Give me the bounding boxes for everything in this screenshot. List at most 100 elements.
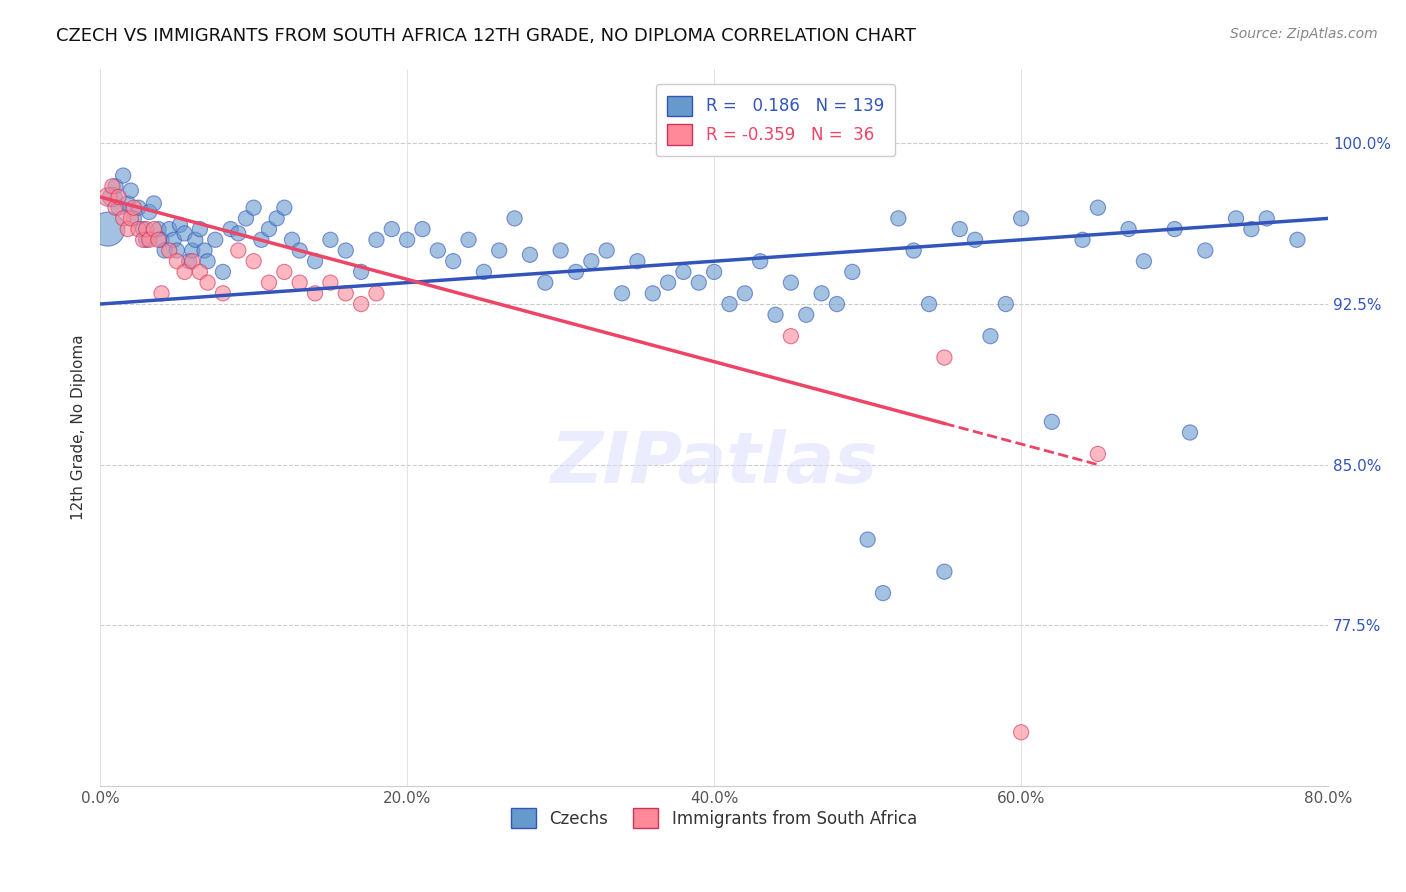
- Point: [169, 218, 191, 232]
- Point: [101, 190, 124, 204]
- Point: [132, 233, 155, 247]
- Point: [226, 244, 249, 258]
- Point: [641, 286, 664, 301]
- Point: [626, 254, 648, 268]
- Point: [396, 233, 419, 247]
- Point: [979, 329, 1001, 343]
- Point: [219, 222, 242, 236]
- Point: [441, 254, 464, 268]
- Point: [780, 276, 803, 290]
- Point: [565, 265, 588, 279]
- Point: [173, 227, 195, 241]
- Text: Source: ZipAtlas.com: Source: ZipAtlas.com: [1230, 27, 1378, 41]
- Point: [122, 211, 145, 226]
- Point: [157, 222, 180, 236]
- Point: [197, 254, 219, 268]
- Point: [1163, 222, 1185, 236]
- Text: ZIPatlas: ZIPatlas: [550, 428, 877, 498]
- Point: [257, 222, 280, 236]
- Point: [117, 196, 139, 211]
- Point: [366, 233, 388, 247]
- Point: [257, 276, 280, 290]
- Point: [581, 254, 603, 268]
- Point: [1071, 233, 1094, 247]
- Point: [1225, 211, 1247, 226]
- Point: [1087, 201, 1109, 215]
- Point: [1040, 415, 1063, 429]
- Point: [472, 265, 495, 279]
- Point: [153, 244, 176, 258]
- Point: [319, 233, 342, 247]
- Point: [1178, 425, 1201, 440]
- Point: [104, 179, 127, 194]
- Point: [142, 196, 165, 211]
- Point: [411, 222, 433, 236]
- Point: [138, 233, 160, 247]
- Point: [841, 265, 863, 279]
- Point: [488, 244, 510, 258]
- Point: [657, 276, 679, 290]
- Point: [934, 351, 956, 365]
- Point: [288, 244, 311, 258]
- Point: [148, 233, 170, 247]
- Point: [872, 586, 894, 600]
- Point: [304, 254, 326, 268]
- Point: [1118, 222, 1140, 236]
- Point: [97, 190, 120, 204]
- Point: [250, 233, 273, 247]
- Point: [934, 565, 956, 579]
- Point: [1194, 244, 1216, 258]
- Point: [235, 211, 257, 226]
- Point: [949, 222, 972, 236]
- Point: [288, 276, 311, 290]
- Point: [918, 297, 941, 311]
- Point: [266, 211, 288, 226]
- Point: [193, 244, 215, 258]
- Point: [366, 286, 388, 301]
- Point: [1087, 447, 1109, 461]
- Point: [181, 244, 204, 258]
- Point: [457, 233, 479, 247]
- Point: [335, 286, 357, 301]
- Point: [1240, 222, 1263, 236]
- Point: [107, 201, 129, 215]
- Point: [887, 211, 910, 226]
- Point: [381, 222, 404, 236]
- Point: [226, 227, 249, 241]
- Point: [204, 233, 226, 247]
- Point: [212, 286, 235, 301]
- Point: [197, 276, 219, 290]
- Point: [903, 244, 925, 258]
- Point: [173, 265, 195, 279]
- Point: [672, 265, 695, 279]
- Point: [765, 308, 787, 322]
- Point: [273, 265, 295, 279]
- Point: [1286, 233, 1309, 247]
- Point: [350, 265, 373, 279]
- Point: [188, 265, 211, 279]
- Point: [965, 233, 987, 247]
- Point: [335, 244, 357, 258]
- Point: [810, 286, 832, 301]
- Point: [242, 254, 264, 268]
- Point: [150, 233, 173, 247]
- Point: [135, 222, 157, 236]
- Point: [128, 201, 150, 215]
- Point: [242, 201, 264, 215]
- Point: [350, 297, 373, 311]
- Point: [534, 276, 557, 290]
- Point: [319, 276, 342, 290]
- Point: [132, 222, 155, 236]
- Point: [120, 184, 142, 198]
- Point: [519, 248, 541, 262]
- Point: [212, 265, 235, 279]
- Point: [794, 308, 817, 322]
- Point: [117, 222, 139, 236]
- Point: [273, 201, 295, 215]
- Point: [142, 222, 165, 236]
- Point: [184, 233, 207, 247]
- Point: [994, 297, 1017, 311]
- Point: [281, 233, 304, 247]
- Point: [135, 233, 157, 247]
- Point: [107, 190, 129, 204]
